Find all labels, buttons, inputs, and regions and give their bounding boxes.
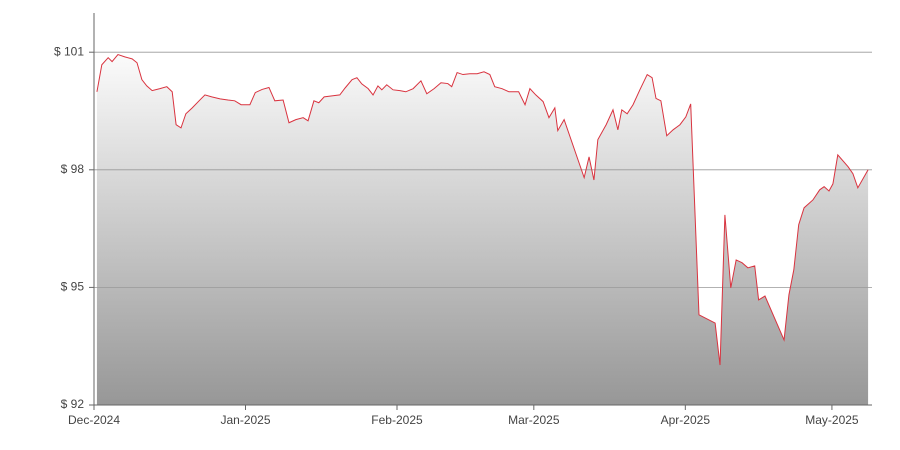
y-tick-label: $ 92	[61, 397, 85, 411]
x-tick-label: Mar-2025	[508, 413, 560, 427]
x-tick-label: Feb-2025	[371, 413, 423, 427]
price-line	[96, 53, 869, 366]
x-tick-label: Apr-2025	[661, 413, 711, 427]
x-tick-label: May-2025	[805, 413, 859, 427]
x-tick-label: Jan-2025	[220, 413, 270, 427]
y-tick-label: $ 95	[61, 280, 85, 294]
y-tick-label: $ 101	[54, 44, 84, 58]
x-tick-label: Dec-2024	[68, 413, 120, 427]
y-tick-label: $ 98	[61, 162, 85, 176]
area	[96, 54, 869, 406]
